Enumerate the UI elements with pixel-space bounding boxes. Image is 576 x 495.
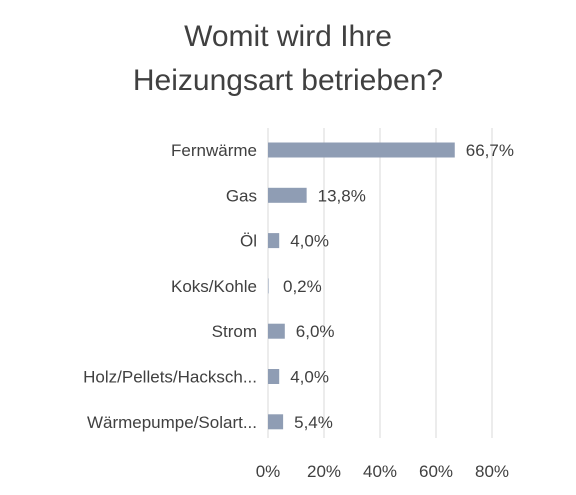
- data-label: 66,7%: [466, 141, 514, 160]
- bar: [268, 187, 307, 203]
- bar: [268, 323, 285, 339]
- data-label: 4,0%: [290, 232, 329, 251]
- bar: [268, 142, 455, 158]
- chart-title-line-2: Heizungsart betrieben?: [132, 64, 444, 97]
- x-tick-label: 80%: [475, 462, 509, 481]
- category-label: Strom: [212, 322, 257, 341]
- data-label: 6,0%: [296, 322, 335, 341]
- category-label: Koks/Kohle: [171, 277, 257, 296]
- x-tick-label: 20%: [307, 462, 341, 481]
- category-label: Holz/Pellets/Hacksch...: [83, 368, 257, 387]
- data-label: 0,2%: [283, 277, 322, 296]
- x-tick-label: 60%: [419, 462, 453, 481]
- category-label: Öl: [240, 232, 257, 251]
- x-axis-tick-labels: 0% 20% 40% 60% 80%: [256, 462, 509, 481]
- data-label: 5,4%: [294, 413, 333, 432]
- bar: [268, 233, 280, 249]
- data-labels: 66,7% 13,8% 4,0% 0,2% 6,0% 4,0% 5,4%: [283, 141, 514, 432]
- bar: [268, 414, 284, 430]
- data-label: 4,0%: [290, 368, 329, 387]
- x-tick-label: 0%: [256, 462, 281, 481]
- data-label: 13,8%: [318, 186, 366, 205]
- bars: [268, 142, 455, 430]
- x-tick-label: 40%: [363, 462, 397, 481]
- category-label: Wärmepumpe/Solart...: [87, 413, 257, 432]
- bar: [268, 369, 280, 384]
- bar: [268, 278, 269, 294]
- category-label: Gas: [226, 186, 257, 205]
- chart-title-line-1: Womit wird Ihre: [184, 20, 392, 53]
- category-label: Fernwärme: [171, 141, 257, 160]
- category-labels: Fernwärme Gas Öl Koks/Kohle Strom Holz/Pellet…: [83, 141, 257, 432]
